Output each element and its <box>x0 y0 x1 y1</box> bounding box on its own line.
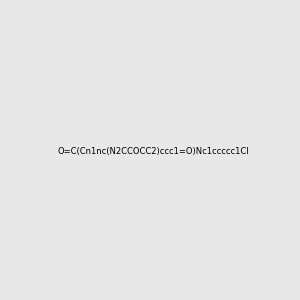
Text: O=C(Cn1nc(N2CCOCC2)ccc1=O)Nc1ccccc1Cl: O=C(Cn1nc(N2CCOCC2)ccc1=O)Nc1ccccc1Cl <box>58 147 250 156</box>
